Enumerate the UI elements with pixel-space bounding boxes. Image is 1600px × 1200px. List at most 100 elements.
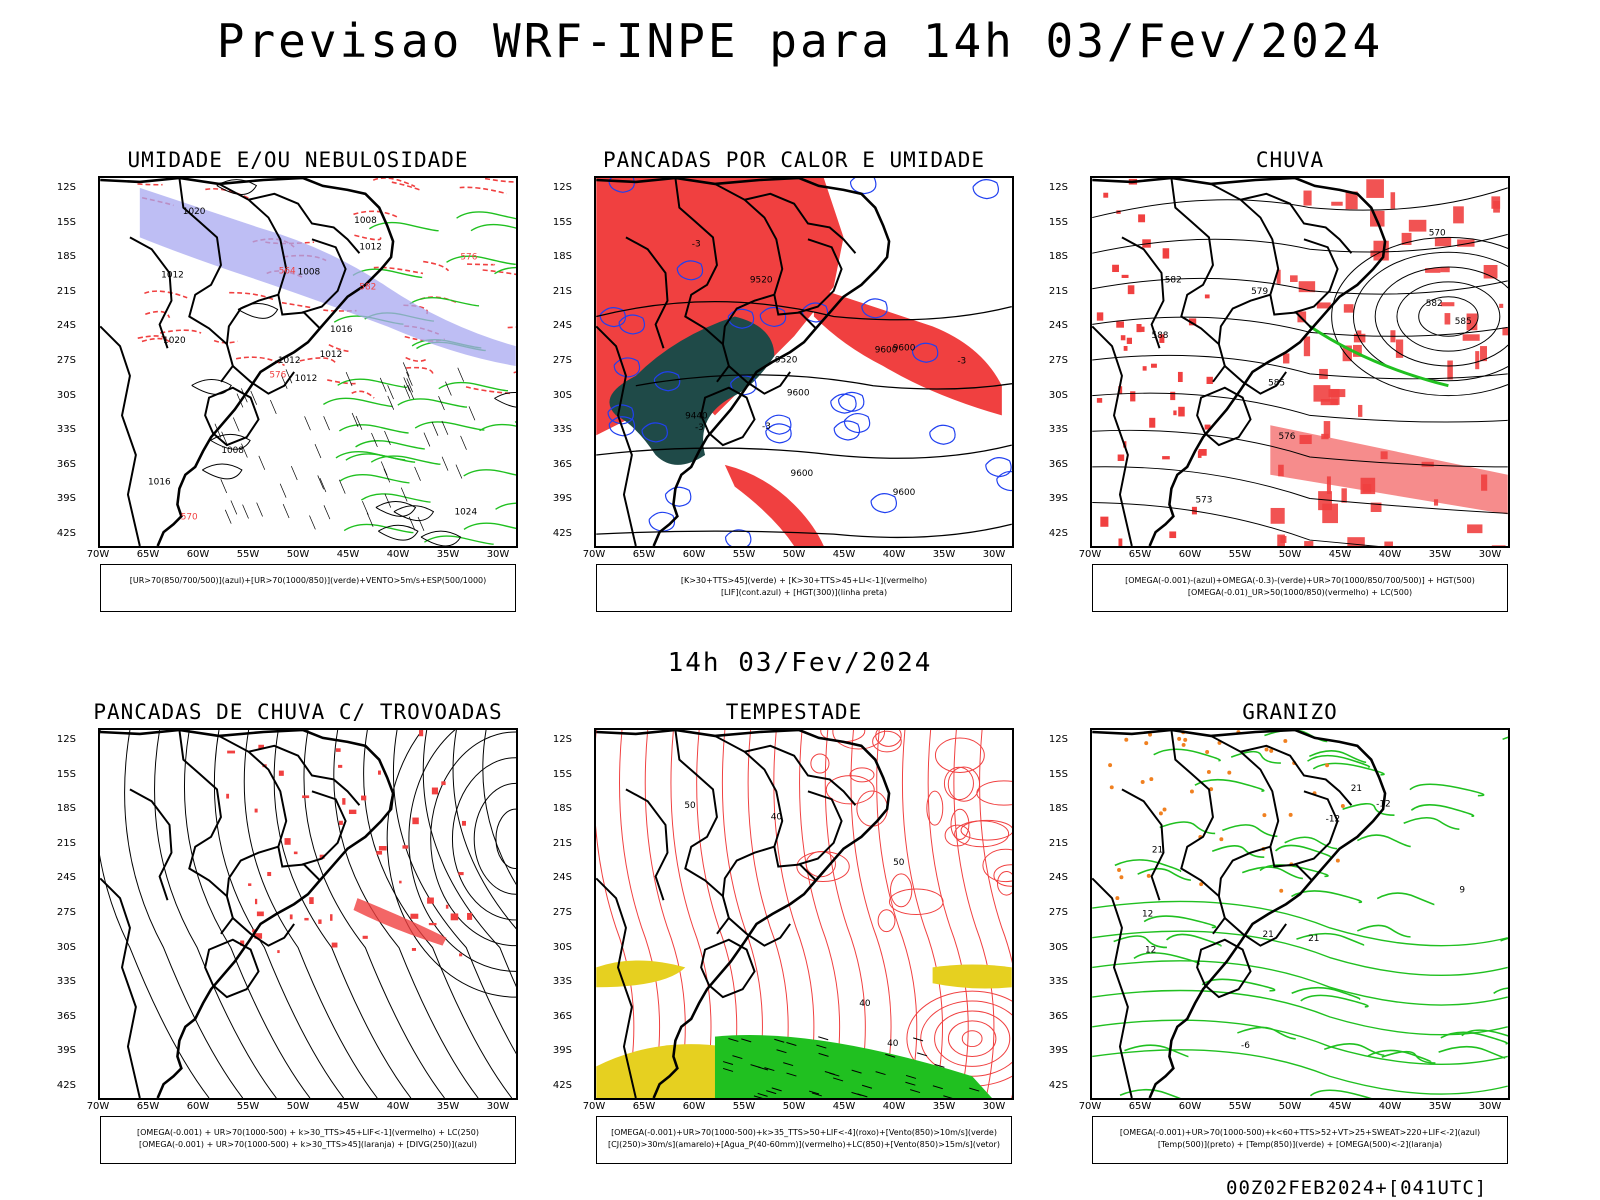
lat-tick-label: 30S bbox=[552, 941, 572, 953]
panel-legend: [OMEGA(-0.001) + UR>70(1000-500) + k>30_… bbox=[100, 1116, 516, 1164]
panel-legend: [OMEGA(-0.001)-(azul)+OMEGA(-0.3)-(verde… bbox=[1092, 564, 1508, 612]
lon-tick-label: 35W bbox=[1428, 1101, 1452, 1112]
panel-title: PANCADAS POR CALOR E UMIDADE bbox=[602, 148, 985, 172]
contour-label: -12 bbox=[1326, 815, 1341, 825]
contour-label: 1016 bbox=[148, 478, 171, 488]
contour-label: -3 bbox=[762, 422, 771, 432]
lon-tick-label: 35W bbox=[436, 549, 460, 560]
forecast-map: 585 585 588 582 579 576 573 570 582 bbox=[1090, 176, 1510, 548]
lon-tick-label: 30W bbox=[982, 549, 1006, 560]
contour-label: 9600 bbox=[893, 344, 916, 354]
lon-tick-label: 70W bbox=[1078, 1101, 1102, 1112]
contour-label: 40 bbox=[887, 1039, 899, 1049]
lat-tick-label: 36S bbox=[56, 458, 76, 470]
contour-label: 12 bbox=[1145, 945, 1156, 955]
contour-label: 9440 bbox=[685, 411, 708, 421]
lat-tick-label: 42S bbox=[552, 1080, 572, 1091]
map-graphic bbox=[100, 730, 516, 1098]
lon-tick-label: 55W bbox=[236, 1101, 260, 1112]
contour-label: 9600 bbox=[787, 388, 810, 398]
lon-tick-label: 65W bbox=[1128, 1101, 1152, 1112]
lat-tick-label: 39S bbox=[552, 1045, 572, 1057]
lon-tick-label: 50W bbox=[782, 1101, 806, 1112]
lon-tick-label: 45W bbox=[336, 1101, 360, 1112]
legend-line: [OMEGA(-0.001) + UR>70(1000-500) + k>30_… bbox=[136, 1128, 480, 1137]
lat-tick-label: 36S bbox=[1048, 458, 1068, 470]
lat-tick-label: 21S bbox=[56, 837, 76, 849]
contour-label: -6 bbox=[1241, 1041, 1250, 1051]
lon-tick-label: 45W bbox=[832, 549, 856, 560]
lon-tick-label: 50W bbox=[286, 549, 310, 560]
lat-tick-label: 15S bbox=[56, 216, 76, 228]
contour-label: 564 bbox=[279, 267, 296, 277]
lat-tick-label: 36S bbox=[1048, 1010, 1068, 1022]
contour-label: 576 bbox=[460, 253, 477, 263]
legend-line: [CJ(250)>30m/s](amarelo)+[Agua_P(40-60mm… bbox=[608, 1140, 1000, 1149]
contour-label: 579 bbox=[1251, 287, 1268, 297]
lat-tick-label: 18S bbox=[1048, 803, 1068, 815]
lon-tick-label: 60W bbox=[186, 1101, 210, 1112]
contour-label: 582 bbox=[359, 282, 376, 292]
lat-tick-label: 27S bbox=[1048, 355, 1068, 366]
lat-tick-label: 21S bbox=[1048, 837, 1068, 849]
lat-tick-label: 24S bbox=[552, 320, 572, 332]
map-graphic: 21 21 21 12 12 -12 -12 9 -6 21 bbox=[1092, 730, 1508, 1098]
lat-tick-label: 15S bbox=[552, 216, 572, 228]
lon-tick-label: 40W bbox=[882, 1101, 906, 1112]
lat-tick-label: 24S bbox=[56, 872, 76, 884]
contour-label: 570 bbox=[181, 513, 198, 523]
lat-tick-label: 30S bbox=[1048, 941, 1068, 953]
contour-label: 1012 bbox=[161, 270, 184, 280]
legend-line: [OMEGA(-0.001) + UR>70(1000-500) + k>30_… bbox=[138, 1140, 478, 1149]
lat-tick-label: 36S bbox=[552, 458, 572, 470]
lon-tick-label: 70W bbox=[86, 1101, 110, 1112]
lon-tick-label: 60W bbox=[682, 549, 706, 560]
contour-label: 9600 bbox=[893, 488, 916, 498]
lat-tick-label: 33S bbox=[56, 976, 76, 988]
lat-tick-label: 21S bbox=[56, 285, 76, 297]
contour-label: 21 bbox=[1351, 784, 1362, 794]
contour-label: 582 bbox=[1165, 276, 1182, 286]
lat-tick-label: 21S bbox=[552, 285, 572, 297]
contour-label: 576 bbox=[269, 370, 286, 380]
contour-label: 1024 bbox=[454, 507, 477, 517]
lat-tick-label: 12S bbox=[1048, 734, 1068, 745]
panel-legend: [OMEGA(-0.001)+UR>70(1000-500)+k>35_TTS>… bbox=[596, 1116, 1012, 1164]
lon-tick-label: 40W bbox=[1378, 1101, 1402, 1112]
lon-tick-label: 50W bbox=[286, 1101, 310, 1112]
forecast-panel: PANCADAS POR CALOR E UMIDADE 9600 9600 9600… bbox=[553, 148, 1054, 648]
contour-label: 50 bbox=[893, 858, 905, 868]
lat-tick-label: 33S bbox=[552, 976, 572, 988]
lon-tick-label: 30W bbox=[486, 549, 510, 560]
lon-tick-label: 55W bbox=[1228, 549, 1252, 560]
lon-tick-label: 60W bbox=[682, 1101, 706, 1112]
valid-time-title: 14h 03/Fev/2024 bbox=[667, 648, 933, 678]
lat-tick-label: 15S bbox=[56, 768, 76, 780]
legend-line: [OMEGA(-0.001)+UR>70(1000-500)+k<60+TTS>… bbox=[1119, 1128, 1481, 1137]
lat-tick-label: 12S bbox=[1048, 182, 1068, 193]
contour-label: 21 bbox=[1308, 934, 1319, 944]
run-timestamp: 00Z02FEB2024+[041UTC] bbox=[1226, 1177, 1488, 1199]
contour-label: 582 bbox=[1426, 299, 1443, 309]
contour-label: 1012 bbox=[295, 374, 318, 384]
panel-title: CHUVA bbox=[1255, 148, 1325, 172]
lon-tick-label: 30W bbox=[486, 1101, 510, 1112]
lon-tick-label: 60W bbox=[1178, 1101, 1202, 1112]
lat-tick-label: 33S bbox=[552, 424, 572, 436]
lat-tick-label: 27S bbox=[552, 907, 572, 918]
contour-label: -3 bbox=[692, 239, 701, 249]
lat-tick-label: 42S bbox=[56, 1080, 76, 1091]
contour-label: 1020 bbox=[163, 336, 186, 346]
lon-tick-label: 30W bbox=[1478, 1101, 1502, 1112]
main-title: Previsao WRF-INPE para 14h 03/Fev/2024 bbox=[216, 14, 1384, 68]
lon-tick-label: 35W bbox=[1428, 549, 1452, 560]
lat-tick-label: 39S bbox=[56, 1045, 76, 1057]
contour-label: 50 bbox=[684, 801, 696, 811]
lon-tick-label: 50W bbox=[782, 549, 806, 560]
forecast-panel: PANCADAS DE CHUVA C/ TROVOADAS 12S 15S 18S 2… bbox=[57, 700, 558, 1200]
contour-label: 573 bbox=[1196, 496, 1213, 506]
contour-label: 9 bbox=[1459, 886, 1465, 896]
forecast-panel: UMIDADE E/OU NEBULOSIDADE 1012 1012 1012 101… bbox=[57, 148, 558, 648]
contour-label: 585 bbox=[1268, 379, 1285, 389]
